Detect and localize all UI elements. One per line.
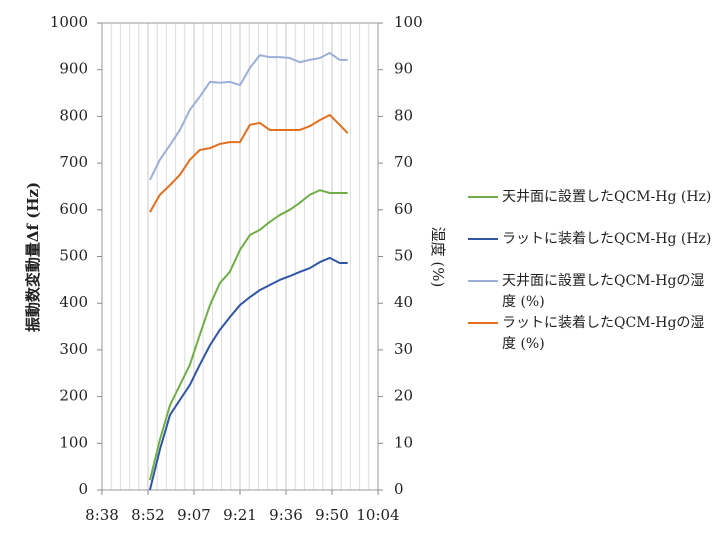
y2-tick-label: 40	[394, 293, 413, 311]
series-line	[149, 114, 349, 213]
x-tick-label: 9:07	[177, 506, 211, 524]
y2-tick-label: 20	[394, 387, 413, 405]
y2-tick-label: 30	[394, 340, 413, 358]
y-tick-label: 100	[59, 433, 88, 451]
legend-label: 天井面に設置したQCM-Hg (Hz)	[502, 189, 712, 205]
y-tick-label: 500	[59, 247, 88, 265]
legend-label: ラットに装着したQCM-Hgの湿度 (%)	[502, 315, 705, 352]
x-tick-label: 8:38	[85, 506, 119, 524]
x-tick-label: 8:52	[131, 506, 165, 524]
x-tick-label: 9:36	[269, 506, 303, 524]
y2-tick-label: 80	[394, 106, 413, 124]
y-tick-label: 0	[78, 480, 88, 498]
y-axis-label: 振動数変動量Δf (Hz)	[24, 182, 42, 332]
legend-label: ラットに装着したQCM-Hg (Hz)	[502, 231, 712, 247]
y-tick-label: 600	[59, 200, 88, 218]
legend-label: 天井面に設置したQCM-Hgの湿度 (%)	[502, 273, 705, 310]
y-tick-label: 200	[59, 387, 88, 405]
y-tick-label: 900	[59, 60, 88, 78]
y-tick-label: 700	[59, 153, 88, 171]
y2-tick-label: 0	[394, 480, 404, 498]
y-tick-label: 300	[59, 340, 88, 358]
y2-tick-label: 10	[394, 433, 413, 451]
y2-tick-label: 90	[394, 60, 413, 78]
y2-tick-label: 60	[394, 200, 413, 218]
y2-tick-label: 50	[394, 247, 413, 265]
x-tick-label: 10:04	[356, 506, 399, 524]
y-tick-label: 400	[59, 293, 88, 311]
y-tick-label: 800	[59, 106, 88, 124]
y2-tick-label: 100	[394, 13, 423, 31]
series-line	[148, 189, 348, 481]
x-tick-label: 9:21	[223, 506, 257, 524]
y-tick-label: 1000	[50, 13, 88, 31]
series-line	[149, 51, 348, 181]
y2-tick-label: 70	[394, 153, 413, 171]
series-line	[148, 256, 348, 491]
x-tick-label: 9:50	[315, 506, 349, 524]
y2-axis-label: 湿度 (%)	[429, 227, 447, 288]
